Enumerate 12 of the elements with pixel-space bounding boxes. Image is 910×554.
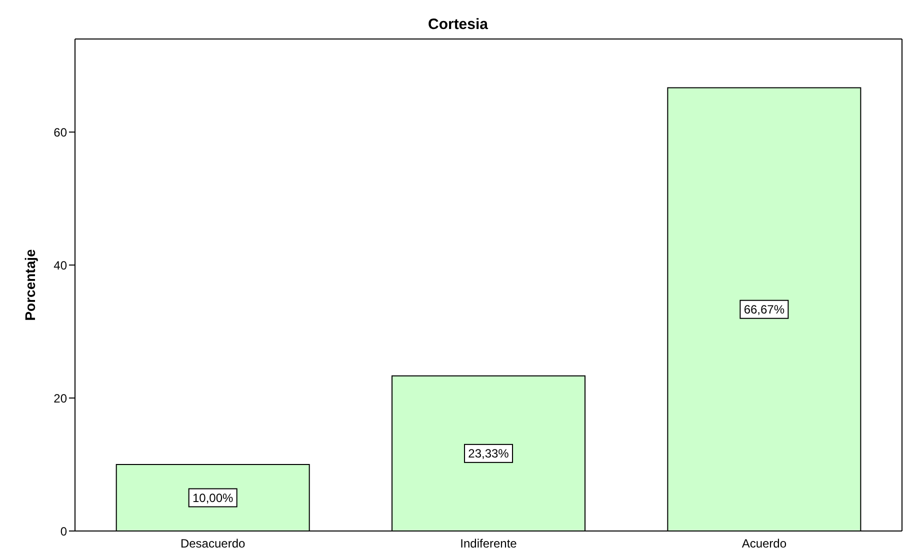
data-label: 66,67% bbox=[744, 302, 785, 316]
y-axis-title: Porcentaje bbox=[22, 248, 38, 321]
y-tick-label: 0 bbox=[60, 524, 68, 538]
x-tick-label: Desacuerdo bbox=[180, 536, 246, 551]
y-tick-label: 40 bbox=[54, 258, 68, 272]
x-tick-label: Indiferente bbox=[460, 536, 518, 551]
x-tick-label: Acuerdo bbox=[742, 536, 787, 551]
y-tick-label: 60 bbox=[54, 125, 68, 140]
data-label: 23,33% bbox=[468, 446, 510, 460]
y-tick-label: 20 bbox=[54, 391, 68, 406]
data-label: 10,00% bbox=[192, 490, 234, 505]
chart-title: Cortesia bbox=[426, 16, 490, 33]
